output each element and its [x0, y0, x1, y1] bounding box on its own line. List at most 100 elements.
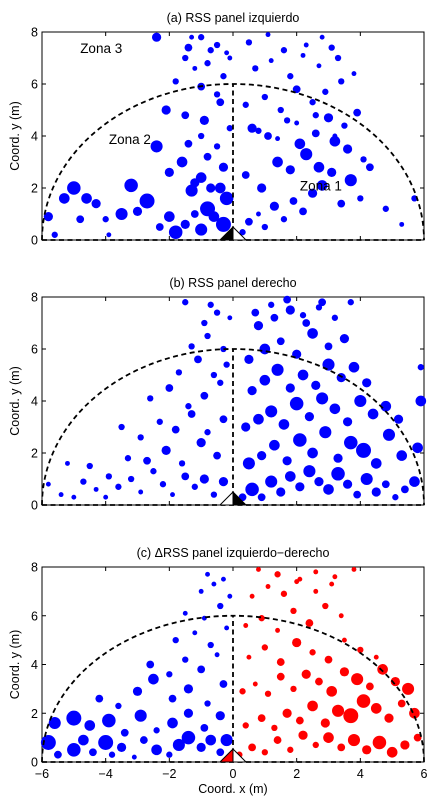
data-point [261, 644, 268, 651]
zone-label: Zona 1 [300, 179, 342, 194]
data-point [115, 702, 122, 710]
data-point [319, 426, 332, 439]
data-point [155, 223, 164, 231]
data-point [307, 328, 318, 339]
data-point [316, 63, 322, 69]
data-point [272, 156, 283, 168]
data-point [333, 453, 343, 463]
x-tick-label: −6 [35, 767, 49, 781]
data-point [264, 690, 272, 697]
data-point [329, 135, 341, 147]
data-point [67, 181, 81, 195]
data-point [245, 39, 253, 46]
data-point [265, 32, 271, 38]
data-point [295, 716, 304, 725]
data-point [354, 394, 367, 408]
data-point [294, 138, 306, 150]
data-point [207, 641, 214, 649]
data-point [223, 361, 230, 368]
data-point [336, 373, 346, 383]
data-point [256, 566, 261, 572]
data-point [298, 730, 308, 740]
data-point [211, 581, 217, 587]
data-point [219, 415, 228, 424]
data-point [331, 467, 345, 481]
y-axis-label: Coord. y (m) [8, 366, 22, 435]
data-point [289, 396, 304, 411]
data-point [307, 447, 318, 459]
data-point [208, 211, 220, 222]
data-point [381, 480, 390, 489]
data-point [176, 156, 188, 168]
panel-title: (a) RSS panel izquierdo [167, 11, 300, 25]
data-point [58, 193, 70, 204]
x-axis-label: Coord. x (m) [198, 782, 267, 796]
data-point [413, 733, 422, 742]
x-tick-label: 0 [230, 767, 237, 781]
data-point [80, 478, 87, 485]
data-point [143, 456, 151, 465]
data-point [307, 188, 318, 198]
data-point [137, 434, 144, 441]
data-point [218, 477, 229, 487]
y-tick-label: 8 [31, 291, 38, 305]
data-point [146, 660, 155, 669]
data-point [314, 477, 324, 487]
y-tick-label: 2 [31, 447, 38, 461]
data-point [241, 171, 250, 179]
data-point [172, 78, 179, 85]
x-tick-label: 6 [421, 767, 428, 781]
data-point [285, 383, 295, 393]
data-point [180, 219, 190, 229]
data-point [323, 113, 334, 123]
data-point [172, 636, 179, 644]
data-point [312, 741, 319, 749]
data-point [341, 637, 347, 643]
data-point [199, 474, 209, 484]
data-point [124, 455, 132, 462]
data-point [102, 216, 109, 223]
data-point [184, 139, 193, 148]
data-point [283, 295, 291, 304]
data-point [239, 229, 246, 236]
data-point [318, 298, 327, 307]
data-point [226, 125, 233, 132]
data-point [245, 482, 259, 497]
data-point [182, 656, 189, 663]
zone-label: Zona 3 [80, 41, 122, 56]
data-point [153, 727, 160, 734]
data-point [227, 315, 233, 321]
data-point [213, 451, 221, 460]
data-point [360, 156, 367, 163]
data-point [259, 374, 271, 386]
data-point [300, 52, 306, 58]
data-point [257, 493, 266, 502]
data-point [290, 685, 297, 693]
data-point [303, 465, 316, 478]
data-point [204, 332, 211, 340]
data-point [372, 735, 387, 750]
data-point [181, 730, 196, 745]
y-tick-label: 2 [31, 707, 38, 721]
data-point [183, 708, 194, 718]
data-point [332, 574, 338, 580]
data-point [227, 55, 233, 61]
data-point [213, 91, 221, 98]
data-point [120, 728, 129, 737]
data-point [161, 105, 171, 115]
data-point [81, 193, 92, 204]
data-point [204, 60, 211, 67]
data-point [324, 655, 333, 664]
data-point [329, 581, 335, 587]
data-point [327, 167, 337, 177]
data-point [353, 108, 362, 117]
data-point [182, 54, 189, 62]
y-tick-label: 4 [31, 658, 38, 672]
data-point [304, 412, 314, 422]
data-point [159, 481, 167, 488]
data-point [105, 473, 113, 480]
x-tick-label: 2 [293, 767, 300, 781]
data-point [196, 438, 206, 448]
data-point [390, 676, 400, 687]
data-point [213, 143, 221, 150]
